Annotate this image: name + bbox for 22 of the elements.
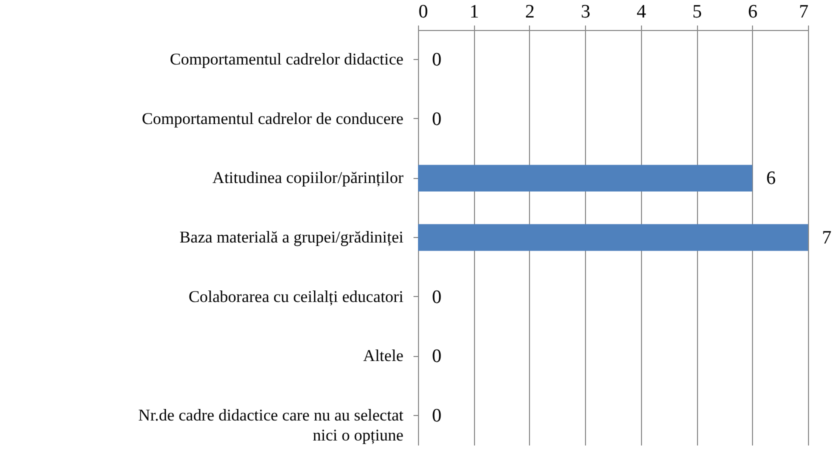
y-tick-label: Atitudinea copiilor/părinților bbox=[212, 168, 404, 188]
x-tick-label: 0 bbox=[418, 2, 428, 22]
y-tick-label: Altele bbox=[363, 346, 404, 366]
y-tick-label: Baza materială a grupei/grădiniței bbox=[179, 228, 404, 246]
data-label: 0 bbox=[432, 405, 442, 426]
data-label: 0 bbox=[432, 50, 442, 71]
x-tick-label: 6 bbox=[748, 2, 758, 22]
x-tick-label: 1 bbox=[469, 2, 479, 22]
y-tick-label: Colaborarea cu ceilalți educatori bbox=[188, 286, 404, 306]
x-tick-label: 5 bbox=[692, 2, 702, 22]
y-tick-label: Comportamentul cadrelor didactice bbox=[170, 50, 404, 69]
x-tick-label: 7 bbox=[799, 2, 808, 22]
x-tick-label: 3 bbox=[580, 2, 590, 22]
x-tick-label: 2 bbox=[525, 2, 535, 22]
y-tick-label: Nr.de cadre didactice care nu au selectat nici o opțiune bbox=[138, 405, 404, 444]
data-label: 0 bbox=[432, 286, 442, 308]
data-label: 6 bbox=[766, 168, 776, 190]
y-tick-label: Comportamentul cadrelor de conducere bbox=[142, 108, 404, 128]
data-label: 0 bbox=[432, 346, 442, 368]
x-tick-label: 4 bbox=[636, 2, 647, 22]
data-label: 0 bbox=[432, 108, 442, 130]
data-label: 7 bbox=[822, 228, 832, 248]
